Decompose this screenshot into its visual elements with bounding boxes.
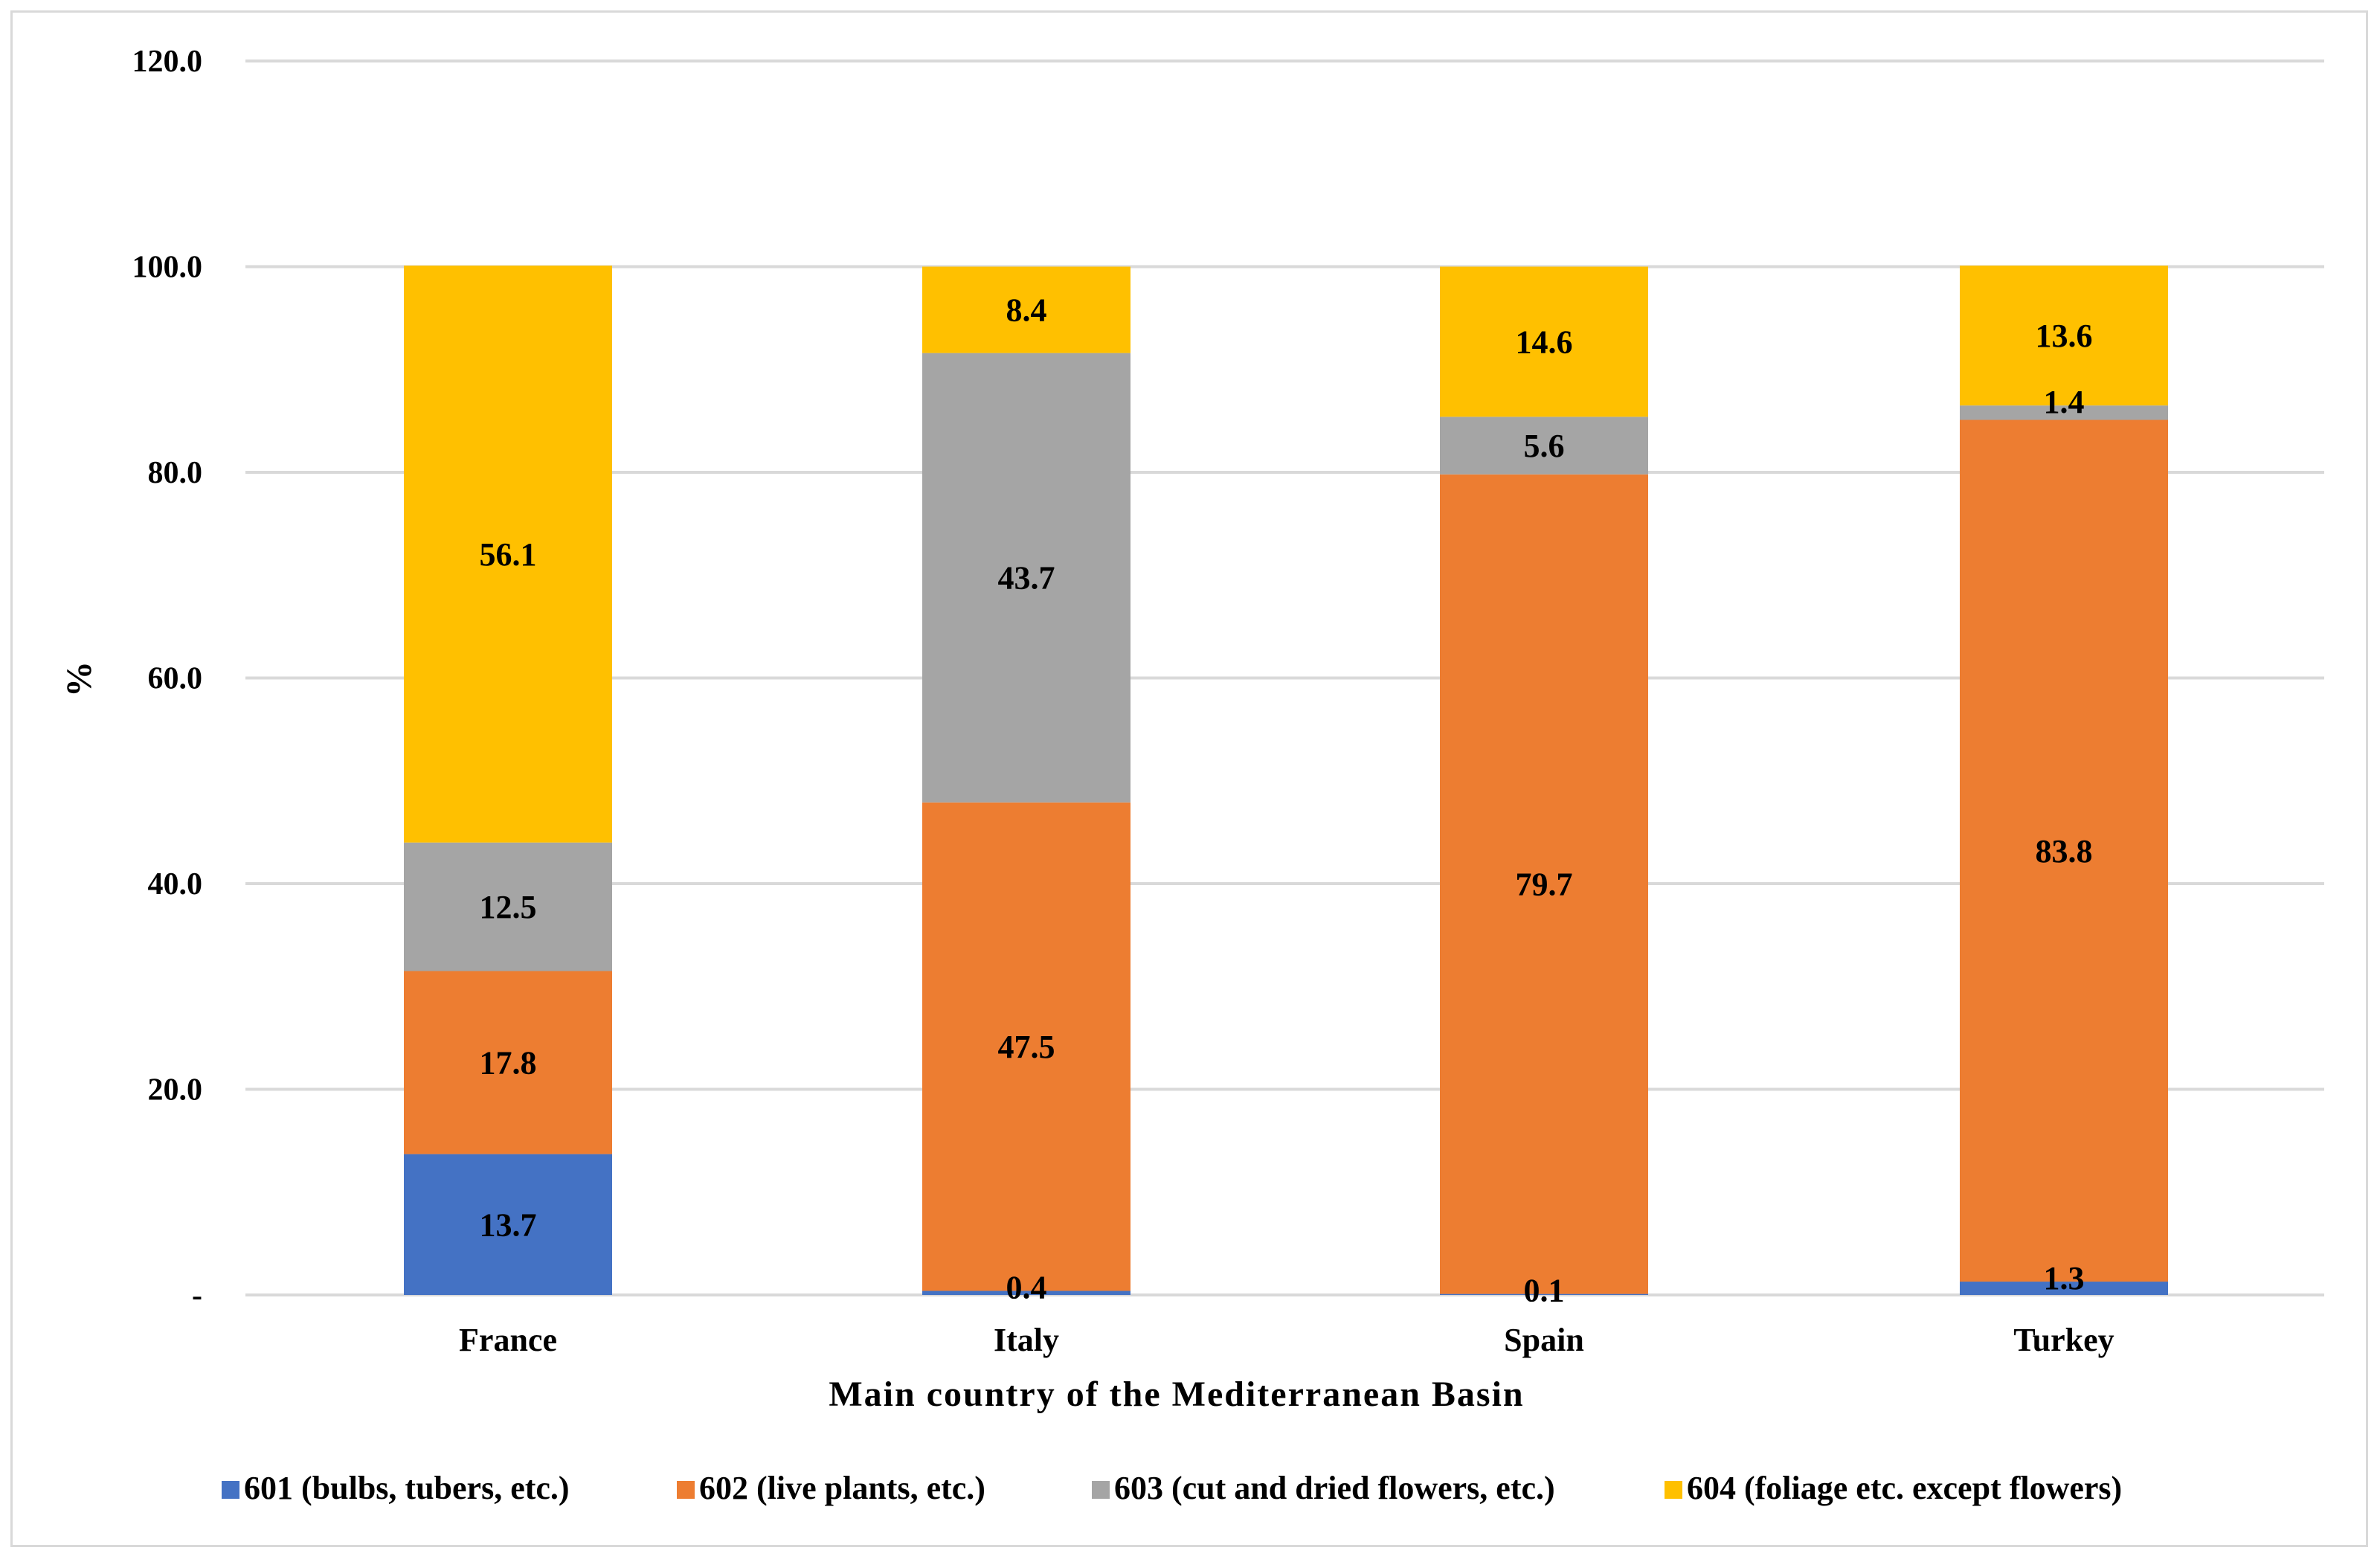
y-tick-label: 80.0 — [148, 456, 203, 490]
data-label: 1.3 — [2044, 1260, 2085, 1296]
bar-segment-italy-4 — [922, 266, 1130, 353]
bar-segment-france-2 — [404, 971, 612, 1154]
data-labels: 13.7 17.8 12.5 56.1 0.4 47.5 43.7 8.4 0.1 79.7 5.6… — [480, 292, 2093, 1309]
x-axis-categories: France Italy Spain Turkey — [459, 1322, 2114, 1358]
category-label-italy: Italy — [994, 1322, 1059, 1358]
data-label: 43.7 — [998, 560, 1055, 597]
data-label: 5.6 — [1524, 428, 1565, 464]
data-label: 83.8 — [2036, 833, 2093, 870]
data-label: 56.1 — [480, 536, 537, 573]
legend: 601 (bulbs, tubers, etc.) 602 (live plant… — [222, 1470, 2122, 1506]
bar-segment-spain-3 — [1440, 417, 1648, 475]
data-label: 79.7 — [1516, 867, 1573, 903]
y-tick-label: - — [192, 1279, 202, 1313]
category-label-france: France — [459, 1322, 557, 1358]
data-label: 12.5 — [480, 889, 537, 925]
bar-segment-spain-4 — [1440, 266, 1648, 417]
data-label: 0.4 — [1006, 1269, 1047, 1305]
y-axis-title: % — [60, 660, 99, 697]
y-tick-label: 60.0 — [148, 662, 203, 696]
y-tick-label: 20.0 — [148, 1073, 203, 1108]
legend-swatch — [222, 1481, 239, 1499]
y-tick-label: 40.0 — [148, 867, 203, 901]
bar-segment-italy-2 — [922, 802, 1130, 1291]
bar-segment-italy-3 — [922, 353, 1130, 803]
legend-swatch — [1092, 1481, 1110, 1499]
y-axis-ticks: - 20.0 40.0 60.0 80.0 100.0 120.0 — [132, 45, 203, 1313]
legend-swatch — [677, 1481, 695, 1499]
data-label: 13.6 — [2036, 318, 2093, 354]
data-label: 47.5 — [998, 1029, 1055, 1065]
data-label: 1.4 — [2044, 384, 2085, 420]
y-tick-label: 120.0 — [132, 45, 203, 79]
legend-swatch — [1665, 1481, 1682, 1499]
bar-segment-france-1 — [404, 1154, 612, 1295]
bar-segment-italy-1 — [922, 1291, 1130, 1295]
x-axis-title: Main country of the Mediterranean Basin — [829, 1375, 1524, 1414]
legend-label: 601 (bulbs, tubers, etc.) — [244, 1470, 570, 1506]
category-label-spain: Spain — [1504, 1322, 1584, 1358]
bar-segment-turkey-1 — [1960, 1282, 2168, 1295]
bar-segment-turkey-2 — [1960, 420, 2168, 1282]
data-label: 0.1 — [1524, 1273, 1565, 1309]
bar-segment-spain-2 — [1440, 474, 1648, 1294]
bar-segment-france-4 — [404, 266, 612, 843]
legend-label: 604 (foliage etc. except flowers) — [1687, 1470, 2122, 1506]
category-label-turkey: Turkey — [2013, 1322, 2114, 1358]
data-label: 14.6 — [1516, 324, 1573, 360]
bar-segment-turkey-3 — [1960, 405, 2168, 420]
data-label: 8.4 — [1006, 292, 1047, 329]
legend-label: 603 (cut and dried flowers, etc.) — [1114, 1470, 1555, 1506]
data-label: 17.8 — [480, 1045, 537, 1081]
bar-segment-france-3 — [404, 842, 612, 971]
legend-label: 602 (live plants, etc.) — [699, 1470, 985, 1506]
y-tick-label: 100.0 — [132, 251, 203, 285]
bar-segment-turkey-4 — [1960, 266, 2168, 406]
bars — [404, 266, 2168, 1295]
data-label: 13.7 — [480, 1206, 537, 1243]
bar-segment-spain-1 — [1440, 1293, 1648, 1295]
